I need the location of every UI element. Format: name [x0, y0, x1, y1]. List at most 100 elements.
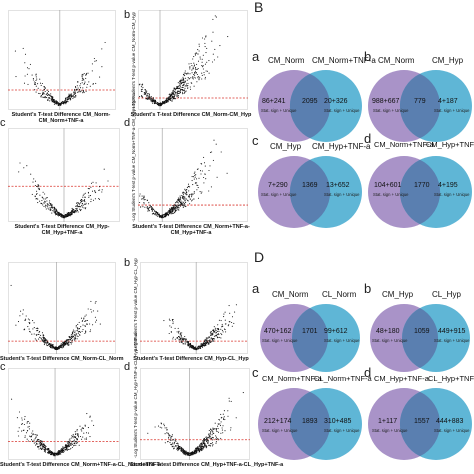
volcano-plot-top-d-point — [195, 174, 197, 176]
volcano-plot-top-d-point — [183, 192, 185, 194]
volcano-plot-bottom-d-point — [228, 400, 230, 402]
volcano-plot-bottom-a-point — [41, 339, 43, 341]
volcano-plot-bottom-b-point — [196, 349, 198, 351]
venn-d-b-left-note: Stat. sign + Unique — [372, 338, 408, 343]
volcano-plot-top-c-point — [49, 207, 51, 209]
volcano-plot-top-c-point — [71, 213, 73, 215]
volcano-plot-top-a-point — [43, 88, 45, 90]
volcano-plot-top-d-point — [184, 196, 186, 198]
volcano-plot-top-b-point — [185, 83, 188, 85]
volcano-plot-top-a-point — [74, 85, 77, 88]
volcano-plot-top-b-point — [150, 99, 152, 101]
volcano-plot-bottom-c-point — [62, 451, 64, 453]
volcano-plot-top-c-point — [80, 200, 82, 202]
volcano-plot-top-c-point — [84, 196, 86, 198]
volcano-plot-top-b-point — [201, 37, 204, 39]
volcano-plot-bottom-c-point — [77, 436, 80, 438]
volcano-plot-bottom-d-point — [201, 449, 203, 451]
volcano-plot-top-c-point — [60, 215, 62, 217]
volcano-plot-bottom-a-point — [84, 315, 86, 317]
volcano-plot-bottom-c-point — [84, 424, 86, 426]
volcano-plot-bottom-c-point — [69, 438, 71, 440]
volcano-plot-top-a-point — [74, 93, 76, 95]
volcano-plot-top-c — [8, 128, 120, 222]
volcano-plot-bottom-c-point — [60, 453, 62, 455]
volcano-plot-bottom-d-point — [180, 446, 182, 448]
volcano-plot-top-c-point — [33, 178, 35, 180]
volcano-plot-bottom-b-point — [178, 339, 180, 341]
volcano-plot-bottom-d-point — [176, 447, 178, 449]
volcano-plot-top-b-point — [193, 74, 195, 76]
volcano-plot-top-b-point — [202, 68, 204, 70]
volcano-plot-top-b-point — [141, 84, 143, 86]
volcano-plot-top-d-point — [197, 187, 199, 189]
volcano-plot-top-b-point — [145, 98, 147, 100]
venn-b-c-right-note: Stat. sign + Unique — [324, 192, 360, 197]
volcano-plot-bottom-b-point — [196, 347, 199, 349]
volcano-plot-top-a-point — [26, 73, 28, 75]
volcano-plot-bottom-a-point — [75, 326, 77, 328]
volcano-plot-top-a-point — [62, 100, 64, 102]
volcano-plot-bottom-d-point — [203, 446, 205, 448]
volcano-plot-top-a-point — [47, 97, 49, 99]
volcano-plot-top-c-point — [83, 207, 85, 209]
volcano-plot-top-a-point — [37, 87, 39, 89]
volcano-plot-top-d-point — [191, 196, 193, 198]
volcano-plot-bottom-b-point — [220, 328, 222, 330]
volcano-plot-bottom-b-point — [211, 332, 213, 334]
volcano-plot-top-d-point — [147, 208, 149, 210]
volcano-plot-top-d-point — [175, 202, 177, 204]
volcano-plot-bottom-d-point — [207, 436, 209, 438]
volcano-plot-top-b-point — [148, 94, 151, 96]
volcano-plot-top-d-point — [174, 204, 176, 206]
volcano-plot-bottom-d-point — [210, 432, 212, 434]
volcano-plot-top-c-point — [58, 212, 60, 214]
volcano-plot-top-b-point — [196, 81, 198, 83]
volcano-plot-bottom-a-point — [94, 316, 96, 318]
volcano-plot-bottom-c-point — [77, 442, 79, 444]
volcano-plot-top-b-point — [176, 95, 178, 97]
volcano-plot-bottom-d-point — [212, 444, 214, 446]
volcano-plot-bottom-d-point — [194, 450, 196, 452]
volcano-plot-top-a-point — [64, 100, 66, 103]
volcano-plot-top-b-point — [172, 97, 174, 99]
venn-d-c-mid-num: 1893 — [302, 418, 318, 425]
volcano-plot-top-d-point — [213, 139, 215, 141]
volcano-plot-bottom-d-point — [199, 446, 201, 449]
volcano-plot-bottom-a-point — [90, 308, 92, 310]
volcano-plot-top-b-point — [190, 82, 192, 84]
volcano-plot-top-d-point — [175, 206, 177, 208]
volcano-plot-top-d-point — [154, 210, 156, 212]
venn-d-c-left-title: CM_Norm+TNF-a — [262, 374, 322, 383]
section-b-label: B — [254, 0, 264, 15]
venn-d-a-right-note: Stat. sign + Unique — [324, 338, 360, 343]
volcano-plot-top-a-point — [59, 104, 61, 106]
volcano-plot-bottom-c-point — [58, 450, 60, 452]
volcano-plot-top-b-point — [212, 18, 214, 20]
volcano-plot-top-b-point — [141, 88, 143, 90]
volcano-plot-top-b-point — [193, 56, 195, 58]
volcano-plot-bottom-d-point — [209, 434, 211, 436]
volcano-plot-top-c-point — [76, 209, 78, 212]
volcano-plot-bottom-d-point — [208, 437, 210, 439]
volcano-plot-top-b-point — [172, 92, 174, 94]
volcano-plot-top-a-point — [75, 95, 77, 97]
volcano-plot-bottom-c-point — [38, 448, 40, 450]
volcano-plot-top-d-point — [173, 209, 175, 211]
volcano-plot-bottom-b-point — [215, 329, 217, 331]
volcano-plot-top-d-point — [186, 187, 188, 189]
volcano-plot-bottom-b-point — [208, 340, 210, 342]
volcano-plot-top-a-point — [82, 90, 84, 92]
venn-d-a-mid-num: 1701 — [302, 328, 318, 335]
volcano-plot-bottom-a-point — [63, 344, 65, 346]
volcano-plot-top-c-point — [36, 193, 38, 195]
volcano-plot-top-b-point — [202, 65, 204, 67]
volcano-plot-top-a-point — [36, 78, 38, 80]
volcano-plot-bottom-c-point — [38, 446, 40, 448]
volcano-plot-bottom-d-point — [210, 428, 212, 430]
volcano-plot-bottom-d-point — [210, 430, 212, 433]
volcano-plot-bottom-b-point — [195, 349, 197, 351]
volcano-plot-top-b-point — [188, 78, 190, 80]
volcano-plot-bottom-d-point — [213, 428, 215, 430]
volcano-plot-bottom-c-point — [85, 438, 87, 440]
